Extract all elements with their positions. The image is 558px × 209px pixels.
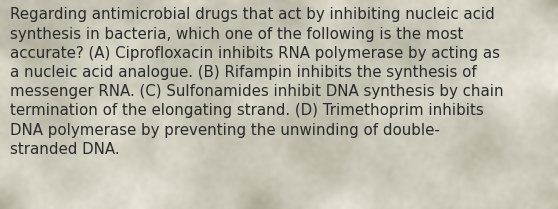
Text: Regarding antimicrobial drugs that act by inhibiting nucleic acid
synthesis in b: Regarding antimicrobial drugs that act b… bbox=[10, 7, 504, 157]
